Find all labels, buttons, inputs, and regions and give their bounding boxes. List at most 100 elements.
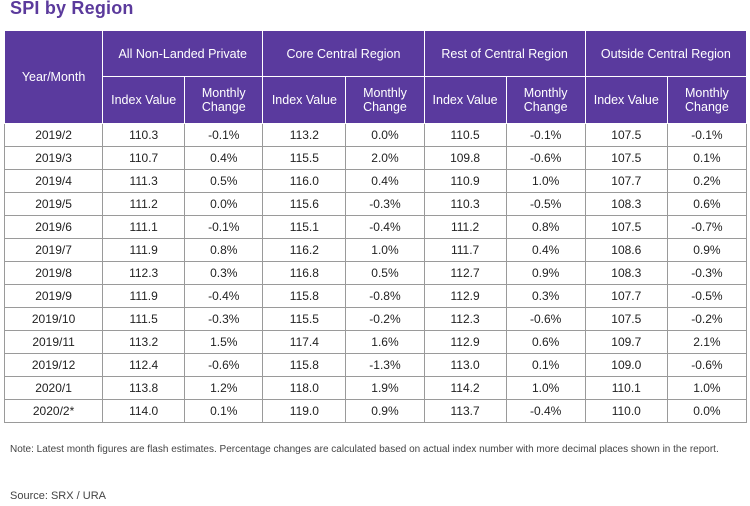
monthly-change-cell: -0.1% <box>505 123 586 147</box>
index-value-cell: 112.9 <box>423 284 507 308</box>
index-value-cell: 107.7 <box>584 284 668 308</box>
monthly-change-cell: 1.0% <box>666 376 748 400</box>
monthly-change-cell: 0.8% <box>505 215 586 239</box>
monthly-change-cell: 0.4% <box>505 238 586 262</box>
period-cell: 2019/3 <box>3 146 104 170</box>
index-value-cell: 111.9 <box>102 238 186 262</box>
index-value-cell: 113.2 <box>262 123 347 147</box>
index-value-cell: 114.0 <box>102 399 186 423</box>
monthly-change-cell: -0.6% <box>184 353 264 377</box>
monthly-change-cell: 0.6% <box>666 192 748 216</box>
index-value-cell: 117.4 <box>262 330 347 354</box>
index-value-cell: 110.0 <box>584 399 668 423</box>
subcolumn-header: Monthly Change <box>505 76 586 124</box>
table-row: 2020/1 113.8 1.2% 118.0 1.9% 114.2 1.0% 110.1 1.… <box>3 376 748 400</box>
index-value-cell: 115.5 <box>262 307 347 331</box>
period-cell: 2019/11 <box>3 330 104 354</box>
table-row: 2019/3 110.7 0.4% 115.5 2.0% 109.8 -0.6% 107.5 0… <box>3 146 748 170</box>
index-value-cell: 113.0 <box>423 353 507 377</box>
subcolumn-header: Index Value <box>584 76 668 124</box>
monthly-change-cell: 2.1% <box>666 330 748 354</box>
index-value-cell: 107.5 <box>584 215 668 239</box>
index-value-cell: 107.7 <box>584 169 668 193</box>
index-value-cell: 111.2 <box>102 192 186 216</box>
monthly-change-cell: -0.2% <box>666 307 748 331</box>
monthly-change-cell: 0.2% <box>666 169 748 193</box>
monthly-change-cell: 0.8% <box>184 238 264 262</box>
index-value-cell: 111.1 <box>102 215 186 239</box>
index-value-cell: 116.8 <box>262 261 347 285</box>
period-cell: 2019/9 <box>3 284 104 308</box>
index-value-cell: 107.5 <box>584 307 668 331</box>
table-row: 2019/9 111.9 -0.4% 115.8 -0.8% 112.9 0.3% 107.7… <box>3 284 748 308</box>
index-value-cell: 119.0 <box>262 399 347 423</box>
monthly-change-cell: 0.0% <box>184 192 264 216</box>
index-value-cell: 111.3 <box>102 169 186 193</box>
period-cell: 2019/6 <box>3 215 104 239</box>
index-value-cell: 108.3 <box>584 261 668 285</box>
monthly-change-cell: 0.5% <box>345 261 425 285</box>
table-row: 2019/6 111.1 -0.1% 115.1 -0.4% 111.2 0.8% 107.5… <box>3 215 748 239</box>
index-value-cell: 113.7 <box>423 399 507 423</box>
index-value-cell: 115.6 <box>262 192 347 216</box>
monthly-change-cell: 0.3% <box>184 261 264 285</box>
table-row: 2019/5 111.2 0.0% 115.6 -0.3% 110.3 -0.5% 108.3… <box>3 192 748 216</box>
monthly-change-cell: -0.3% <box>345 192 425 216</box>
monthly-change-cell: 0.9% <box>666 238 748 262</box>
index-value-cell: 110.5 <box>423 123 507 147</box>
chart-title: SPI by Region <box>10 0 134 18</box>
index-value-cell: 111.5 <box>102 307 186 331</box>
spi-table: Year/Month All Non-Landed Private Core C… <box>3 30 748 423</box>
table-row: 2020/2* 114.0 0.1% 119.0 0.9% 113.7 -0.4% 110.0… <box>3 399 748 423</box>
index-value-cell: 109.8 <box>423 146 507 170</box>
index-value-cell: 110.9 <box>423 169 507 193</box>
monthly-change-cell: 1.0% <box>345 238 425 262</box>
period-cell: 2020/1 <box>3 376 104 400</box>
index-value-cell: 107.5 <box>584 146 668 170</box>
table-row: 2019/2 110.3 -0.1% 113.2 0.0% 110.5 -0.1% 107.5… <box>3 123 748 147</box>
index-value-cell: 109.0 <box>584 353 668 377</box>
index-value-cell: 110.3 <box>102 123 186 147</box>
subcolumn-header: Index Value <box>102 76 186 124</box>
table-row: 2019/12 112.4 -0.6% 115.8 -1.3% 113.0 0.1% 109.… <box>3 353 748 377</box>
table-row: 2019/11 113.2 1.5% 117.4 1.6% 112.9 0.6% 109.7 2… <box>3 330 748 354</box>
index-value-cell: 113.2 <box>102 330 186 354</box>
index-value-cell: 112.4 <box>102 353 186 377</box>
index-value-cell: 111.2 <box>423 215 507 239</box>
monthly-change-cell: -0.1% <box>184 215 264 239</box>
monthly-change-cell: 0.9% <box>505 261 586 285</box>
monthly-change-cell: -0.7% <box>666 215 748 239</box>
monthly-change-cell: 0.0% <box>345 123 425 147</box>
monthly-change-cell: 0.4% <box>345 169 425 193</box>
monthly-change-cell: 1.9% <box>345 376 425 400</box>
period-cell: 2019/8 <box>3 261 104 285</box>
monthly-change-cell: 0.3% <box>505 284 586 308</box>
period-cell: 2019/7 <box>3 238 104 262</box>
monthly-change-cell: 0.1% <box>505 353 586 377</box>
monthly-change-cell: -0.8% <box>345 284 425 308</box>
period-cell: 2019/2 <box>3 123 104 147</box>
table-row: 2019/10 111.5 -0.3% 115.5 -0.2% 112.3 -0.6% 107… <box>3 307 748 331</box>
monthly-change-cell: -1.3% <box>345 353 425 377</box>
index-value-cell: 111.7 <box>423 238 507 262</box>
index-value-cell: 113.8 <box>102 376 186 400</box>
index-value-cell: 115.5 <box>262 146 347 170</box>
index-value-cell: 114.2 <box>423 376 507 400</box>
index-value-cell: 112.3 <box>102 261 186 285</box>
group-header: Outside Central Region <box>584 30 748 77</box>
period-cell: 2019/4 <box>3 169 104 193</box>
group-header: Rest of Central Region <box>423 30 586 77</box>
group-header: All Non-Landed Private <box>102 30 264 77</box>
footnote: Note: Latest month figures are flash est… <box>10 444 719 455</box>
index-value-cell: 115.8 <box>262 284 347 308</box>
index-value-cell: 110.7 <box>102 146 186 170</box>
monthly-change-cell: 0.4% <box>184 146 264 170</box>
table-row: 2019/7 111.9 0.8% 116.2 1.0% 111.7 0.4% 108.6 0.… <box>3 238 748 262</box>
index-value-cell: 108.3 <box>584 192 668 216</box>
period-cell: 2020/2* <box>3 399 104 423</box>
monthly-change-cell: 1.0% <box>505 169 586 193</box>
index-value-cell: 112.3 <box>423 307 507 331</box>
monthly-change-cell: -0.6% <box>666 353 748 377</box>
monthly-change-cell: -0.6% <box>505 307 586 331</box>
monthly-change-cell: 1.2% <box>184 376 264 400</box>
